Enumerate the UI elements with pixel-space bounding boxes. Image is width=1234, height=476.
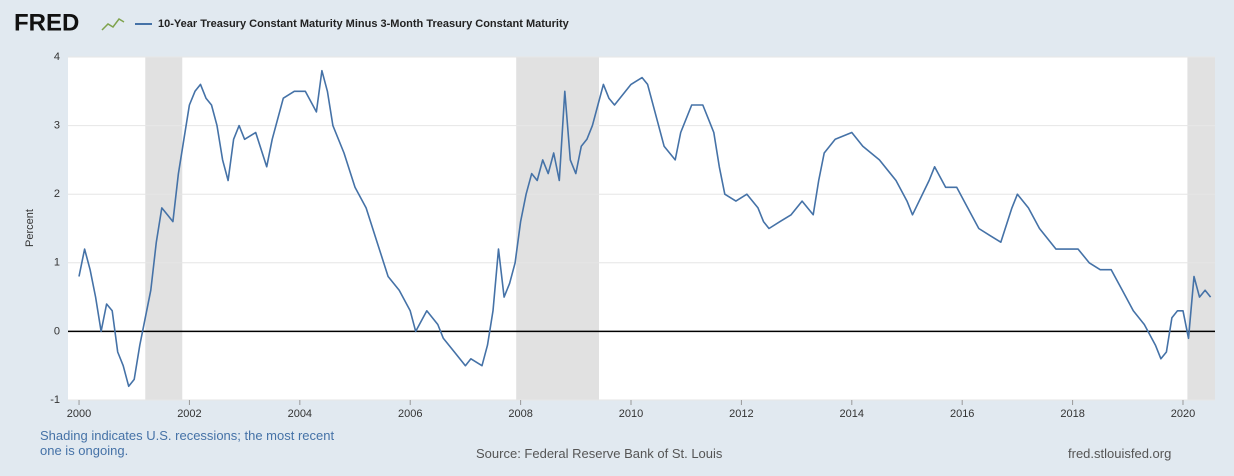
logo: FRED <box>14 9 79 36</box>
x-tick-label: 2002 <box>177 408 201 420</box>
logo-icon <box>101 18 125 31</box>
x-tick-label: 2008 <box>508 408 532 420</box>
x-tick-label: 2018 <box>1060 408 1084 420</box>
recession-band <box>516 57 599 400</box>
y-tick-label: 0 <box>54 325 60 337</box>
recession-band <box>1187 57 1215 400</box>
recession-band <box>145 57 183 400</box>
y-axis-label: Percent <box>24 209 36 247</box>
y-tick-label: -1 <box>50 394 60 406</box>
y-tick-label: 4 <box>54 51 60 63</box>
y-tick-label: 2 <box>54 188 60 200</box>
x-tick-label: 2006 <box>398 408 422 420</box>
plot-area <box>68 57 1215 400</box>
x-tick-label: 2012 <box>729 408 753 420</box>
y-tick-label: 3 <box>54 120 60 132</box>
source: Source: Federal Reserve Bank of St. Loui… <box>476 446 723 461</box>
site: fred.stlouisfed.org <box>1068 446 1172 461</box>
legend-label: 10-Year Treasury Constant Maturity Minus… <box>158 18 570 30</box>
x-tick-label: 2000 <box>67 408 91 420</box>
y-tick-label: 1 <box>54 257 60 269</box>
recession-note: Shading indicates U.S. recessions; the m… <box>40 428 335 458</box>
x-tick-label: 2014 <box>840 408 864 420</box>
x-tick-label: 2010 <box>619 408 643 420</box>
x-tick-label: 2020 <box>1171 408 1195 420</box>
data-line <box>78 69 1212 388</box>
x-tick-label: 2004 <box>288 408 312 420</box>
x-tick-label: 2016 <box>950 408 974 420</box>
